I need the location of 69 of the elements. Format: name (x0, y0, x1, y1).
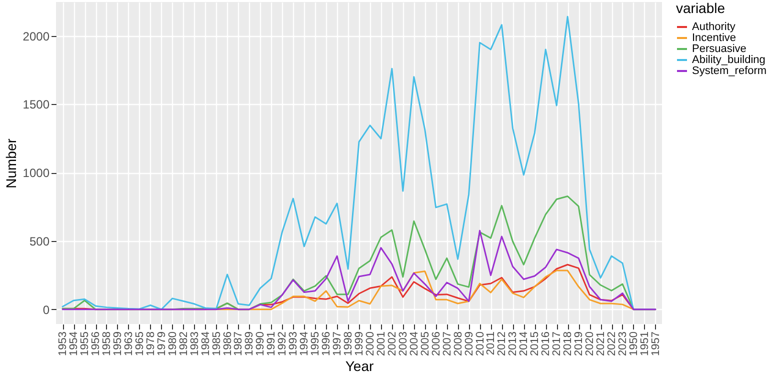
x-tick-label: 1992 (276, 332, 289, 356)
x-tick-label: 1953 (57, 332, 70, 356)
x-tick-label: 1990 (254, 332, 267, 356)
x-tick-label: 1963 (122, 332, 135, 356)
legend-label: Authority (692, 21, 736, 33)
x-tick-label: 1993 (288, 332, 300, 356)
x-tick-label: 1980 (166, 332, 179, 356)
x-tick-label: 1950 (628, 332, 640, 356)
y-tick-label: 2000 (22, 29, 50, 44)
x-tick-label: 2021 (595, 332, 608, 356)
x-tick-label: 1986 (222, 332, 234, 356)
x-tick-label: 1983 (188, 332, 201, 356)
x-tick-label: 1955 (79, 332, 92, 356)
x-tick-label: 2012 (496, 332, 508, 356)
x-tick-label: 1951 (638, 332, 651, 356)
x-tick-label: 1965 (134, 332, 146, 356)
legend-label: System_reform (692, 65, 767, 77)
y-tick-label: 1500 (22, 98, 50, 112)
x-tick-label: 2023 (616, 332, 629, 356)
x-tick-label: 2005 (419, 332, 432, 356)
x-tick-label: 2016 (540, 332, 552, 356)
x-tick-label: 1982 (178, 332, 190, 356)
x-axis-title: Year (345, 358, 374, 374)
x-tick-label: 1995 (310, 332, 322, 356)
x-tick-label: 1999 (354, 332, 366, 356)
x-tick-label: 1958 (101, 332, 113, 356)
line-series (62, 230, 656, 310)
x-tick-label: 2009 (463, 332, 476, 356)
x-tick-label: 1984 (200, 332, 212, 356)
x-tick-label: 1998 (342, 332, 355, 356)
x-tick-label: 2019 (573, 332, 586, 356)
x-tick-label: 2007 (441, 332, 454, 356)
legend-label: Ability_building (692, 54, 766, 66)
x-tick-label: 2017 (551, 332, 564, 356)
y-axis-title: Number (2, 138, 19, 188)
x-tick-label: 2020 (584, 332, 596, 356)
x-tick-label: 1996 (320, 332, 333, 356)
x-tick-label: 2022 (606, 332, 618, 356)
legend-title: variable (676, 0, 726, 16)
y-tick-label: 0 (42, 302, 50, 317)
x-tick-label: 2006 (430, 332, 442, 356)
x-tick-label: 1994 (298, 332, 311, 356)
x-tick-label: 2002 (386, 332, 398, 356)
x-tick-label: 2003 (397, 332, 410, 356)
x-tick-label: 1954 (68, 332, 80, 356)
x-tick-label: 2008 (452, 332, 464, 356)
x-tick-label: 2011 (485, 332, 498, 356)
x-tick-label: 1989 (244, 332, 256, 356)
x-tick-label: 1979 (156, 332, 168, 356)
x-tick-label: 2001 (375, 332, 388, 356)
x-tick-label: 1987 (232, 332, 245, 356)
x-tick-label: 1957 (650, 332, 662, 356)
x-tick-label: 1959 (112, 332, 124, 356)
legend-label: Persuasive (692, 43, 746, 55)
y-tick-label: 1000 (22, 166, 50, 180)
x-tick-label: 1956 (90, 332, 102, 356)
x-tick-label: 2015 (529, 332, 542, 356)
x-tick-label: 1991 (266, 332, 278, 356)
x-tick-label: 2000 (364, 332, 376, 356)
x-tick-label: 2014 (518, 332, 530, 356)
y-tick-label: 500 (29, 234, 50, 248)
x-tick-label: 1985 (210, 332, 223, 356)
x-tick-label: 2018 (562, 332, 574, 356)
legend-label: Incentive (692, 32, 736, 44)
x-tick-label: 1997 (332, 332, 344, 356)
x-tick-label: 2010 (474, 332, 486, 356)
x-tick-label: 1978 (144, 332, 157, 356)
x-tick-label: 2013 (507, 332, 520, 356)
x-tick-label: 2004 (408, 332, 420, 356)
